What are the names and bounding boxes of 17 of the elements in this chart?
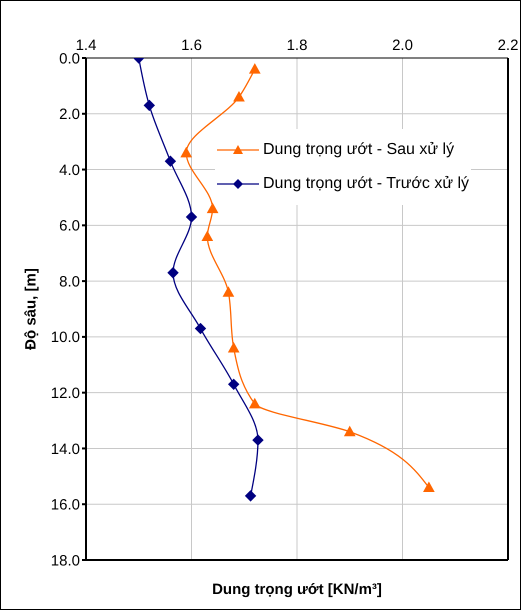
y-tick-label: 14.0 xyxy=(50,440,80,458)
y-axis-title: Độ sâu, [m] xyxy=(22,268,40,350)
y-tick-label: 2.0 xyxy=(59,106,80,124)
x-tick-label: 1.6 xyxy=(181,37,202,54)
y-tick-label: 6.0 xyxy=(59,218,80,235)
y-tick-label: 18.0 xyxy=(50,552,80,570)
y-tick-label: 4.0 xyxy=(59,162,80,179)
x-tick-label: 1.8 xyxy=(286,37,308,54)
x-tick-label: 2.2 xyxy=(498,37,518,54)
y-tick-label: 16.0 xyxy=(50,496,80,514)
x-tick-label: 2.0 xyxy=(392,37,413,54)
y-tick-label: 10.0 xyxy=(50,329,80,346)
y-tick-label: 8.0 xyxy=(59,273,80,290)
x-axis-title: Dung trọng ướt [KN/m³] xyxy=(212,581,382,598)
legend-label: Dung trọng ướt - Sau xử lý xyxy=(263,141,454,159)
legend-label: Dung trọng ướt - Trước xử lý xyxy=(263,175,470,193)
y-tick-label: 12.0 xyxy=(50,384,80,402)
